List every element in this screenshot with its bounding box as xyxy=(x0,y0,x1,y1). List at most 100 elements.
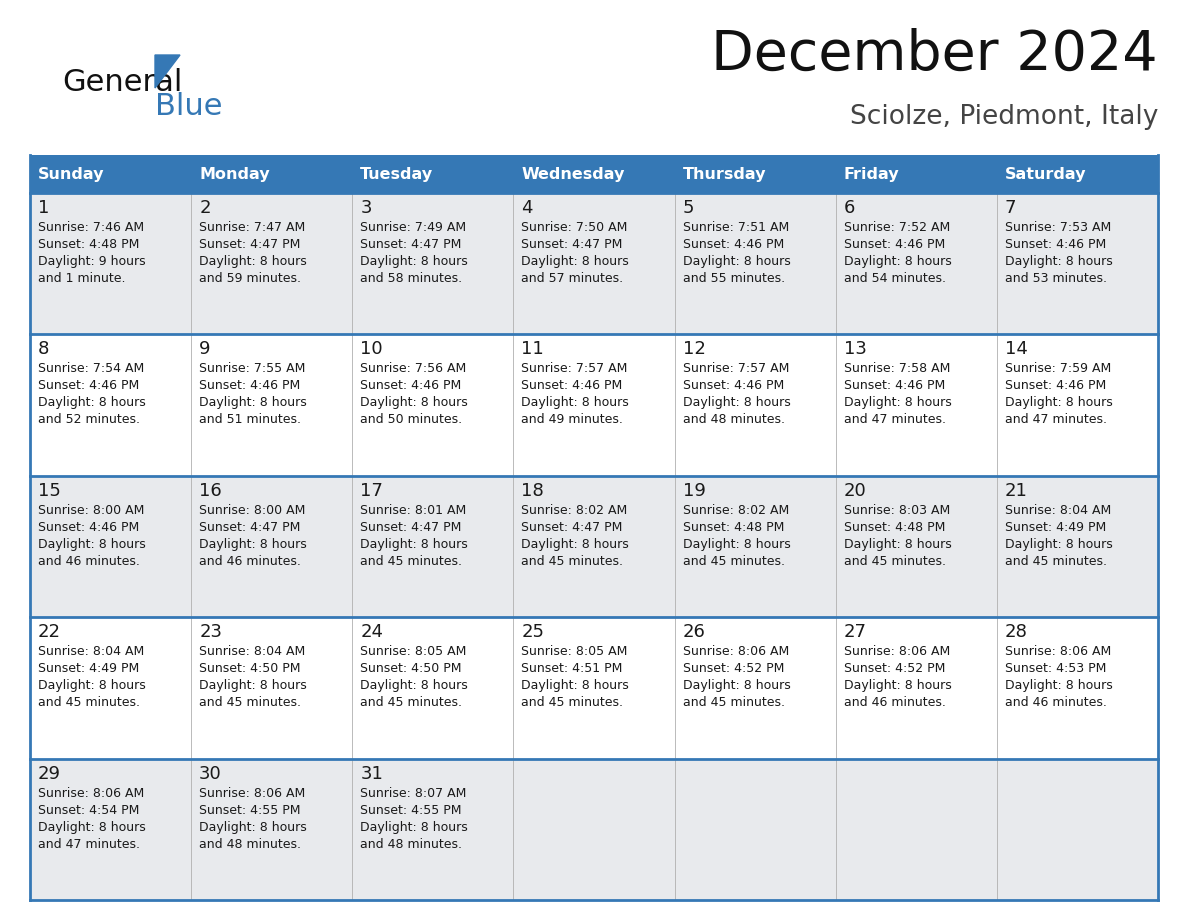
Text: Sunset: 4:48 PM: Sunset: 4:48 PM xyxy=(38,238,139,251)
Text: and 47 minutes.: and 47 minutes. xyxy=(1005,413,1107,426)
Text: 19: 19 xyxy=(683,482,706,499)
Text: Daylight: 8 hours: Daylight: 8 hours xyxy=(1005,397,1113,409)
Text: Sunset: 4:46 PM: Sunset: 4:46 PM xyxy=(38,379,139,392)
Text: Sunrise: 7:57 AM: Sunrise: 7:57 AM xyxy=(683,363,789,375)
Text: and 45 minutes.: and 45 minutes. xyxy=(38,696,140,710)
Text: 20: 20 xyxy=(843,482,866,499)
Text: Sunset: 4:48 PM: Sunset: 4:48 PM xyxy=(683,521,784,533)
Text: Thursday: Thursday xyxy=(683,166,766,182)
Text: Sunrise: 7:58 AM: Sunrise: 7:58 AM xyxy=(843,363,950,375)
Text: 16: 16 xyxy=(200,482,222,499)
Text: Sciolze, Piedmont, Italy: Sciolze, Piedmont, Italy xyxy=(849,104,1158,130)
Text: Sunrise: 8:06 AM: Sunrise: 8:06 AM xyxy=(200,787,305,800)
Text: 8: 8 xyxy=(38,341,50,358)
Text: and 46 minutes.: and 46 minutes. xyxy=(200,554,301,568)
Text: and 45 minutes.: and 45 minutes. xyxy=(200,696,301,710)
Text: and 50 minutes.: and 50 minutes. xyxy=(360,413,462,426)
Text: Daylight: 8 hours: Daylight: 8 hours xyxy=(1005,255,1113,268)
Text: and 45 minutes.: and 45 minutes. xyxy=(522,554,624,568)
Text: Sunset: 4:46 PM: Sunset: 4:46 PM xyxy=(843,238,944,251)
Text: Sunset: 4:49 PM: Sunset: 4:49 PM xyxy=(1005,521,1106,533)
Text: 22: 22 xyxy=(38,623,61,641)
Text: Daylight: 8 hours: Daylight: 8 hours xyxy=(1005,538,1113,551)
Text: Sunrise: 7:53 AM: Sunrise: 7:53 AM xyxy=(1005,221,1111,234)
Text: and 45 minutes.: and 45 minutes. xyxy=(360,554,462,568)
Text: Daylight: 8 hours: Daylight: 8 hours xyxy=(843,255,952,268)
Text: Daylight: 8 hours: Daylight: 8 hours xyxy=(360,538,468,551)
FancyBboxPatch shape xyxy=(675,155,835,193)
Text: 21: 21 xyxy=(1005,482,1028,499)
Text: and 46 minutes.: and 46 minutes. xyxy=(843,696,946,710)
Text: Sunset: 4:46 PM: Sunset: 4:46 PM xyxy=(200,379,301,392)
Text: Sunrise: 7:47 AM: Sunrise: 7:47 AM xyxy=(200,221,305,234)
Text: 10: 10 xyxy=(360,341,383,358)
Text: 9: 9 xyxy=(200,341,210,358)
Text: and 48 minutes.: and 48 minutes. xyxy=(683,413,784,426)
Text: Sunrise: 8:04 AM: Sunrise: 8:04 AM xyxy=(1005,504,1111,517)
Text: Sunset: 4:47 PM: Sunset: 4:47 PM xyxy=(360,521,462,533)
Text: Daylight: 8 hours: Daylight: 8 hours xyxy=(360,679,468,692)
Text: Sunset: 4:53 PM: Sunset: 4:53 PM xyxy=(1005,662,1106,676)
Text: Sunrise: 8:05 AM: Sunrise: 8:05 AM xyxy=(360,645,467,658)
FancyBboxPatch shape xyxy=(30,617,1158,758)
Text: Daylight: 8 hours: Daylight: 8 hours xyxy=(360,255,468,268)
Text: Daylight: 8 hours: Daylight: 8 hours xyxy=(360,397,468,409)
Text: Sunset: 4:55 PM: Sunset: 4:55 PM xyxy=(200,803,301,817)
Text: Daylight: 8 hours: Daylight: 8 hours xyxy=(200,255,307,268)
Text: and 58 minutes.: and 58 minutes. xyxy=(360,272,462,285)
Text: Sunrise: 7:55 AM: Sunrise: 7:55 AM xyxy=(200,363,305,375)
Text: Sunset: 4:47 PM: Sunset: 4:47 PM xyxy=(522,238,623,251)
Text: Sunset: 4:46 PM: Sunset: 4:46 PM xyxy=(38,521,139,533)
Text: and 45 minutes.: and 45 minutes. xyxy=(360,696,462,710)
Text: Sunrise: 7:50 AM: Sunrise: 7:50 AM xyxy=(522,221,627,234)
Text: Daylight: 8 hours: Daylight: 8 hours xyxy=(522,538,630,551)
Text: Sunrise: 7:49 AM: Sunrise: 7:49 AM xyxy=(360,221,467,234)
Text: 12: 12 xyxy=(683,341,706,358)
Text: Sunrise: 8:06 AM: Sunrise: 8:06 AM xyxy=(38,787,144,800)
Text: Sunrise: 7:56 AM: Sunrise: 7:56 AM xyxy=(360,363,467,375)
FancyBboxPatch shape xyxy=(30,193,1158,334)
Text: Sunset: 4:46 PM: Sunset: 4:46 PM xyxy=(683,238,784,251)
Text: 14: 14 xyxy=(1005,341,1028,358)
Text: Sunrise: 8:07 AM: Sunrise: 8:07 AM xyxy=(360,787,467,800)
Text: 3: 3 xyxy=(360,199,372,217)
FancyBboxPatch shape xyxy=(30,758,1158,900)
Text: Daylight: 8 hours: Daylight: 8 hours xyxy=(843,397,952,409)
Text: Sunrise: 7:54 AM: Sunrise: 7:54 AM xyxy=(38,363,144,375)
FancyBboxPatch shape xyxy=(997,155,1158,193)
Text: 25: 25 xyxy=(522,623,544,641)
Text: 24: 24 xyxy=(360,623,384,641)
Text: Sunrise: 8:00 AM: Sunrise: 8:00 AM xyxy=(200,504,305,517)
Text: Daylight: 8 hours: Daylight: 8 hours xyxy=(683,255,790,268)
Text: and 46 minutes.: and 46 minutes. xyxy=(1005,696,1107,710)
Text: and 53 minutes.: and 53 minutes. xyxy=(1005,272,1107,285)
Text: Sunrise: 8:00 AM: Sunrise: 8:00 AM xyxy=(38,504,145,517)
FancyBboxPatch shape xyxy=(30,334,1158,476)
Text: Sunrise: 7:57 AM: Sunrise: 7:57 AM xyxy=(522,363,627,375)
Text: Daylight: 8 hours: Daylight: 8 hours xyxy=(200,821,307,834)
Text: and 47 minutes.: and 47 minutes. xyxy=(843,413,946,426)
Text: Sunrise: 8:05 AM: Sunrise: 8:05 AM xyxy=(522,645,627,658)
Text: Sunset: 4:46 PM: Sunset: 4:46 PM xyxy=(683,379,784,392)
Text: Friday: Friday xyxy=(843,166,899,182)
Text: and 45 minutes.: and 45 minutes. xyxy=(1005,554,1107,568)
Text: and 51 minutes.: and 51 minutes. xyxy=(200,413,301,426)
Text: 2: 2 xyxy=(200,199,210,217)
Text: and 45 minutes.: and 45 minutes. xyxy=(522,696,624,710)
FancyBboxPatch shape xyxy=(30,476,1158,617)
Text: Blue: Blue xyxy=(154,92,222,121)
Text: 15: 15 xyxy=(38,482,61,499)
Text: 30: 30 xyxy=(200,765,222,783)
Text: and 55 minutes.: and 55 minutes. xyxy=(683,272,785,285)
FancyBboxPatch shape xyxy=(353,155,513,193)
Text: Daylight: 8 hours: Daylight: 8 hours xyxy=(683,679,790,692)
Text: Sunset: 4:46 PM: Sunset: 4:46 PM xyxy=(522,379,623,392)
Text: Sunrise: 8:01 AM: Sunrise: 8:01 AM xyxy=(360,504,467,517)
Text: and 48 minutes.: and 48 minutes. xyxy=(200,837,301,851)
Text: Sunrise: 8:02 AM: Sunrise: 8:02 AM xyxy=(683,504,789,517)
Text: 13: 13 xyxy=(843,341,866,358)
Text: Sunset: 4:50 PM: Sunset: 4:50 PM xyxy=(200,662,301,676)
FancyBboxPatch shape xyxy=(191,155,353,193)
Text: and 57 minutes.: and 57 minutes. xyxy=(522,272,624,285)
Text: Daylight: 8 hours: Daylight: 8 hours xyxy=(200,538,307,551)
